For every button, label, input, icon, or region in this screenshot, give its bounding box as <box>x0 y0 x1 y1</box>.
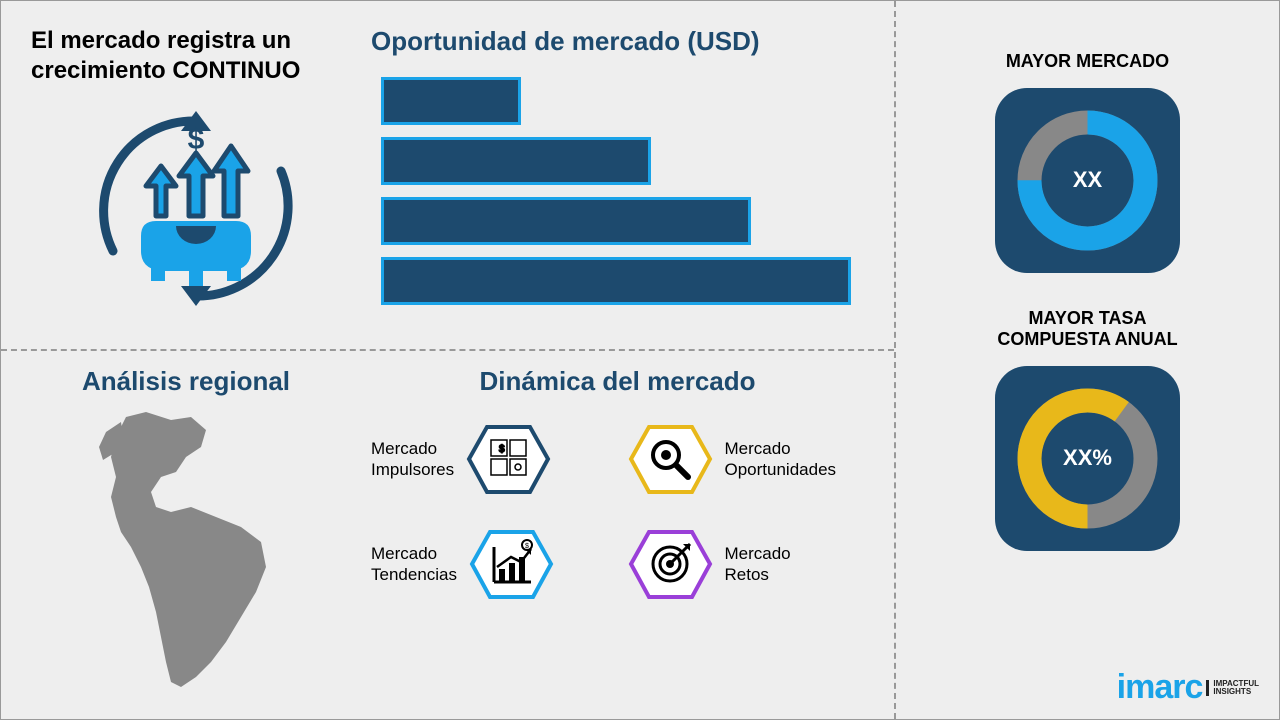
regional-title: Análisis regional <box>31 366 341 397</box>
mayor-mercado-title: MAYOR MERCADO <box>995 51 1180 73</box>
donut-center-label: XX% <box>1063 445 1112 471</box>
growth-cycle-icon: $ <box>31 101 361 311</box>
mayor-tasa-block: MAYOR TASACOMPUESTA ANUAL XX% <box>995 308 1180 551</box>
mayor-mercado-block: MAYOR MERCADO XX <box>995 51 1180 273</box>
dynamics-item-oportunidades: MercadoOportunidades <box>628 422 865 497</box>
dynamics-label: MercadoImpulsores <box>371 439 454 480</box>
dynamics-item-tendencias: MercadoTendencias <box>371 527 608 602</box>
donut-center-label: XX <box>1073 167 1102 193</box>
dynamics-item-retos: MercadoRetos <box>628 527 865 602</box>
growth-block: El mercado registra un crecimiento CONTI… <box>31 26 361 334</box>
dynamics-item-impulsores: MercadoImpulsores $ <box>371 422 608 497</box>
hexagon-puzzle-icon: $ <box>466 422 551 497</box>
bar-3 <box>381 197 751 245</box>
mayor-tasa-title: MAYOR TASACOMPUESTA ANUAL <box>995 308 1180 351</box>
dynamics-label: MercadoOportunidades <box>725 439 837 480</box>
bar-4 <box>381 257 851 305</box>
bar-1 <box>381 77 521 125</box>
hexagon-trend-icon: $ <box>469 527 554 602</box>
svg-text:$: $ <box>525 543 529 550</box>
opportunity-block: Oportunidad de mercado (USD) <box>361 26 874 334</box>
svg-text:$: $ <box>499 444 505 455</box>
mayor-mercado-donut: XX <box>995 88 1180 273</box>
regional-block: Análisis regional <box>31 366 341 704</box>
latin-america-map-icon <box>31 402 341 702</box>
opportunity-title: Oportunidad de mercado (USD) <box>371 26 874 57</box>
bar-2 <box>381 137 651 185</box>
hexagon-target-icon <box>628 527 713 602</box>
dynamics-label: MercadoTendencias <box>371 544 457 585</box>
imarc-logo: imarc IMPACTFULINSIGHTS <box>1117 668 1259 707</box>
hexagon-magnify-icon <box>628 422 713 497</box>
dynamics-block: Dinámica del mercado MercadoImpulsores <box>341 366 874 704</box>
opportunity-bar-chart <box>371 77 874 305</box>
growth-title: El mercado registra un crecimiento CONTI… <box>31 26 361 86</box>
dynamics-title: Dinámica del mercado <box>361 366 874 397</box>
dynamics-label: MercadoRetos <box>725 544 791 585</box>
mayor-tasa-donut: XX% <box>995 366 1180 551</box>
